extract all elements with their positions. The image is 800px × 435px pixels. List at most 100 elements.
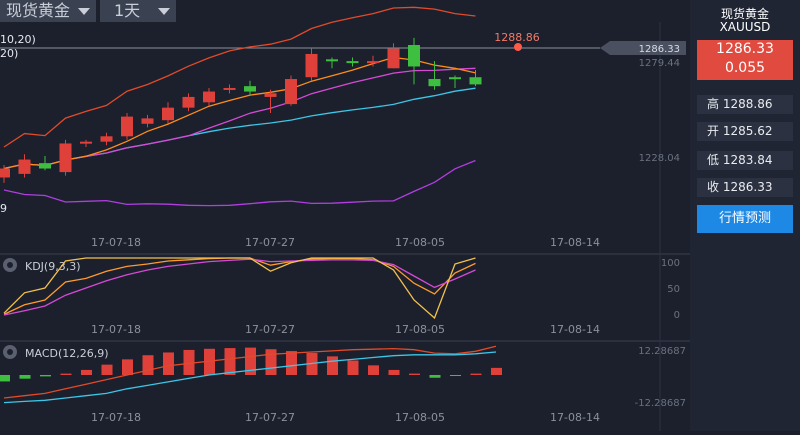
instrument-name: 现货黄金 (720, 7, 769, 21)
candle-body (223, 87, 236, 90)
date-label: 17-07-18 (91, 236, 141, 249)
macd-dea-line (3, 351, 497, 404)
candle-body (346, 61, 359, 64)
date-label: 17-07-27 (245, 323, 295, 336)
macd-bar (409, 373, 420, 375)
macd-bar (60, 373, 72, 375)
candle-body (326, 59, 338, 62)
macd-lines (3, 345, 497, 404)
candle-body (18, 159, 31, 174)
macd-bar (204, 348, 215, 375)
ohlc-close: 收 1286.33 (697, 178, 793, 197)
timeframe-dropdown[interactable]: 1天 (100, 0, 176, 22)
candle-body (387, 48, 400, 69)
candle-body (39, 163, 51, 169)
kdj-axis-100: 100 (661, 258, 680, 269)
candle-body (59, 143, 72, 173)
ma-slow-line (3, 87, 476, 170)
ohlc-label: 高 (707, 97, 720, 111)
kdj-label: KDJ(9,3,3) (25, 260, 81, 273)
candlesticks (0, 37, 482, 183)
instrument-dropdown-label: 现货黄金 (6, 1, 71, 20)
kdj-axis-0: 0 (674, 310, 680, 321)
kdj-lines (3, 257, 476, 320)
macd-bar (224, 348, 236, 375)
kdj-j-line (3, 257, 476, 320)
ohlc-value: 1285.62 (722, 124, 773, 138)
macd-bar (491, 367, 502, 375)
high-annotation: 1288.86 (494, 31, 540, 44)
macd-bar (286, 351, 297, 375)
ohlc-value: 1286.33 (722, 180, 773, 194)
indicator-label-2: 20) (0, 47, 18, 60)
macd-bar (265, 349, 277, 375)
candle-body (121, 116, 133, 137)
macd-bar (450, 375, 461, 376)
macd-axis-top: 12.28687 (638, 346, 686, 357)
macd-bar (327, 356, 338, 375)
macd-bar (470, 373, 482, 375)
instrument-symbol: XAUUSD (719, 20, 771, 34)
macd-bar (19, 375, 31, 379)
candle-body (367, 61, 379, 64)
macd-bar (0, 375, 10, 382)
axis-label-top: 1279.44 (639, 58, 680, 69)
candle-body (244, 86, 256, 92)
partial-value: 9 (0, 202, 7, 215)
predict-button[interactable]: 行情预测 (697, 205, 793, 233)
kdj-axis-50: 50 (667, 284, 680, 295)
date-label: 17-08-14 (550, 411, 600, 424)
ma-fast-line (3, 56, 476, 170)
macd-bar (122, 359, 133, 375)
ohlc-value: 1288.86 (722, 97, 773, 111)
candle-body (203, 91, 215, 103)
chevron-down-icon (158, 8, 170, 15)
candle-body (285, 79, 297, 105)
date-label: 17-07-27 (245, 411, 295, 424)
date-label: 17-08-14 (550, 323, 600, 336)
ohlc-high: 高 1288.86 (697, 95, 793, 114)
price-box: 1286.33 0.055 (697, 40, 793, 80)
current-price-tag-text: 1286.33 (639, 44, 680, 55)
boll-upper-line (3, 6, 476, 148)
ma-mid-line (3, 67, 476, 170)
date-label: 17-08-05 (395, 236, 445, 249)
candle-body (428, 79, 441, 87)
ohlc-label: 低 (707, 153, 720, 167)
date-label: 17-08-05 (395, 411, 445, 424)
ohlc-open: 开 1285.62 (697, 122, 793, 141)
ohlc-label: 开 (707, 124, 720, 138)
instrument-dropdown[interactable]: 现货黄金 (0, 0, 96, 22)
quote-sidebar: 现货黄金 XAUUSD 1286.33 0.055 高 1288.86 开 12… (690, 0, 800, 431)
candle-body (449, 77, 461, 80)
date-label: 17-08-05 (395, 323, 445, 336)
chart-area[interactable]: 1286.33 1279.44 1228.04 10,20) 20) 9 128… (0, 0, 690, 431)
indicator-label-1: 10,20) (0, 33, 36, 46)
macd-axis-bottom: -12.28687 (635, 398, 686, 409)
macd-bar (183, 349, 195, 375)
date-label: 17-07-27 (245, 236, 295, 249)
macd-bar (368, 365, 379, 375)
ohlc-low: 低 1283.84 (697, 151, 793, 170)
current-price: 1286.33 (716, 41, 774, 57)
kdj-settings-gear-icon[interactable] (3, 258, 17, 272)
macd-bar (163, 352, 174, 375)
macd-dif-line (3, 345, 497, 399)
price-change: 0.055 (724, 60, 766, 76)
macd-bar (429, 375, 441, 378)
date-label: 17-07-18 (91, 323, 141, 336)
chart-svg[interactable]: 1286.33 1279.44 1228.04 10,20) 20) 9 128… (0, 0, 690, 431)
ohlc-value: 1283.84 (722, 153, 773, 167)
macd-bar (245, 347, 256, 375)
candle-body (100, 136, 113, 142)
macd-bar (40, 375, 51, 377)
candle-body (469, 77, 482, 85)
macd-settings-gear-icon[interactable] (3, 345, 17, 359)
candle-body (162, 107, 174, 121)
macd-label: MACD(12,26,9) (25, 347, 109, 360)
current-price-tag (600, 41, 686, 55)
macd-bar (81, 369, 92, 375)
date-label: 17-08-14 (550, 236, 600, 249)
latest-price-dot (514, 43, 522, 51)
axis-label-mid: 1228.04 (639, 153, 680, 164)
